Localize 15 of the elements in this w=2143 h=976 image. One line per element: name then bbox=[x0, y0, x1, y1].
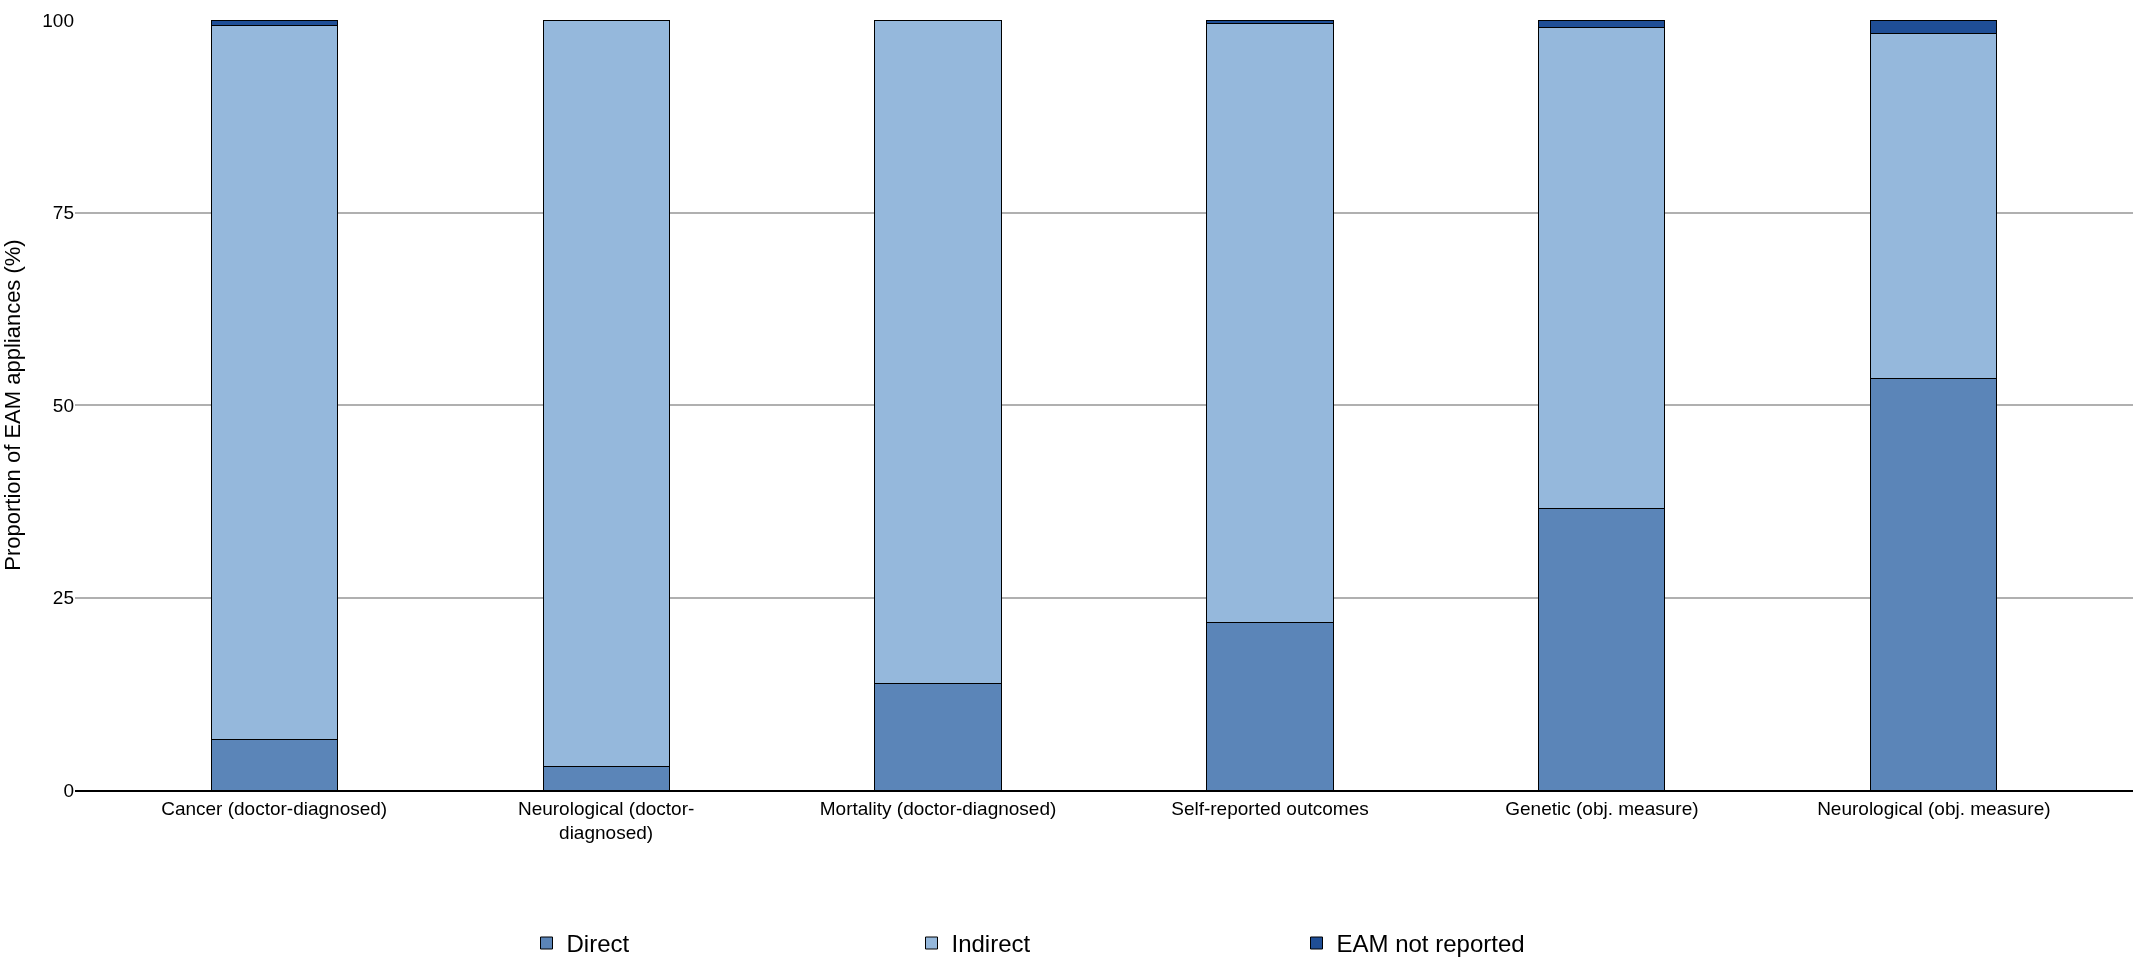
legend-label: Direct bbox=[566, 930, 630, 958]
x-tick-label: Mortality (doctor-diagnosed) bbox=[819, 797, 1057, 819]
y-tick-label: 25 bbox=[52, 587, 74, 609]
y-tick-label: 100 bbox=[42, 9, 74, 31]
x-tick-label: Self-reported outcomes bbox=[1171, 797, 1369, 819]
x-tick-label: Neurological (obj. measure) bbox=[1817, 797, 2051, 819]
y-axis-title: Proportion of EAM appliances (%) bbox=[0, 239, 26, 571]
y-tick-label: 50 bbox=[52, 394, 74, 416]
x-tick-label: Genetic (obj. measure) bbox=[1505, 797, 1699, 819]
legend-label: EAM not reported bbox=[1336, 930, 1525, 958]
legend-label: Indirect bbox=[951, 930, 1031, 958]
y-tick-label: 75 bbox=[52, 202, 74, 224]
x-tick-label: Neurological (doctor- diagnosed) bbox=[517, 797, 695, 844]
x-tick-label: Cancer (doctor-diagnosed) bbox=[161, 797, 388, 819]
y-tick-label: 0 bbox=[63, 779, 74, 801]
